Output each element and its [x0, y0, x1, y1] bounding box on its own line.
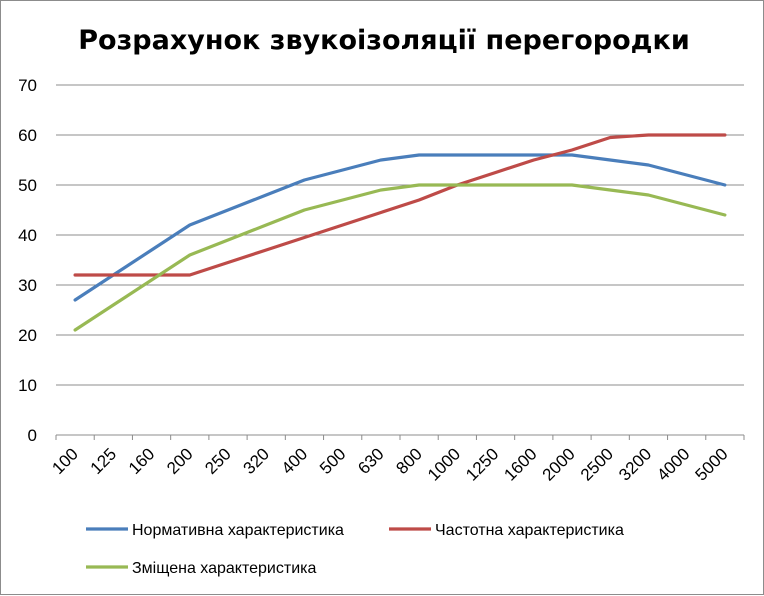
x-tick-label: 2000: [539, 444, 579, 484]
y-tick-label: 0: [28, 426, 37, 445]
x-tick-label: 800: [392, 444, 425, 477]
y-tick-label: 70: [18, 76, 37, 95]
x-tick-label: 1000: [424, 444, 464, 484]
x-tick-label: 200: [163, 444, 196, 477]
x-tick-label: 400: [278, 444, 311, 477]
x-tick-label: 630: [354, 444, 387, 477]
legend-label-0: Нормативна характеристика: [132, 522, 344, 539]
y-tick-label: 40: [18, 226, 37, 245]
legend-label-1: Частотна характеристика: [435, 522, 624, 539]
x-tick-label: 160: [125, 444, 158, 477]
y-tick-label: 50: [18, 176, 37, 195]
x-tick-label: 250: [201, 444, 234, 477]
y-tick-label: 10: [18, 376, 37, 395]
y-tick-label: 30: [18, 276, 37, 295]
x-tick-label: 5000: [692, 444, 732, 484]
x-tick-label: 320: [240, 444, 273, 477]
gridlines: [56, 85, 744, 440]
x-tick-label: 1600: [500, 444, 540, 484]
legend-label-2: Зміщена характеристика: [132, 560, 316, 577]
x-tick-label: 4000: [653, 444, 693, 484]
chart-title: Розрахунок звукоізоляції перегородки: [78, 25, 689, 56]
x-tick-label: 100: [48, 444, 81, 477]
x-tick-label: 500: [316, 444, 349, 477]
series-line-0: [75, 155, 725, 300]
legend: Нормативна характеристика Частотна характ…: [86, 522, 624, 577]
x-tick-label: 1250: [462, 444, 502, 484]
y-tick-label: 60: [18, 126, 37, 145]
x-tick-label: 2500: [577, 444, 617, 484]
y-tick-label: 20: [18, 326, 37, 345]
x-tick-label: 125: [87, 444, 120, 477]
x-tick-label: 3200: [615, 444, 655, 484]
y-axis-ticks: 0 10 20 30 40 50 60 70: [18, 76, 37, 445]
series-lines: [75, 135, 725, 330]
